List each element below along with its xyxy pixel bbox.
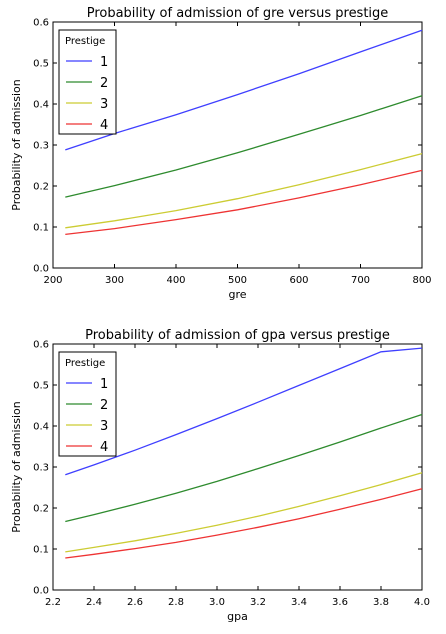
x-tick-label: 3.8 [373, 597, 389, 608]
legend-label-2: 2 [100, 76, 108, 91]
x-tick-label: 300 [105, 275, 124, 286]
y-axis-label: Probability of admission [10, 401, 23, 532]
chart-panel-2: Probability of admission of gpa versus p… [10, 328, 430, 623]
y-tick-label: 0.0 [33, 264, 49, 275]
legend-title: Prestige [65, 358, 105, 369]
legend-label-4: 4 [100, 118, 108, 133]
series-line-1 [65, 29, 423, 151]
legend-label-3: 3 [100, 419, 108, 434]
legend-title: Prestige [65, 36, 105, 47]
series-line-3 [65, 152, 423, 229]
y-tick-label: 0.0 [33, 586, 49, 597]
chart-title: Probability of admission of gpa versus p… [85, 328, 390, 343]
legend-label-2: 2 [100, 398, 108, 413]
legend-label-1: 1 [100, 377, 108, 392]
y-tick-label: 0.3 [33, 141, 49, 152]
x-tick-label: 2.8 [168, 597, 184, 608]
legend-label-3: 3 [100, 97, 108, 112]
y-tick-label: 0.5 [33, 59, 49, 70]
x-tick-label: 400 [166, 275, 185, 286]
x-tick-label: 200 [43, 275, 62, 286]
series-line-2 [65, 413, 423, 523]
legend: Prestige 1 2 3 4 [58, 351, 117, 457]
series-line-2 [65, 95, 423, 198]
y-tick-label: 0.6 [33, 18, 49, 29]
x-tick-label: 600 [289, 275, 308, 286]
y-tick-label: 0.4 [33, 100, 49, 111]
x-tick-label: 3.2 [250, 597, 266, 608]
x-tick-label: 800 [412, 275, 431, 286]
x-tick-label: 3.4 [291, 597, 307, 608]
x-tick-label: 3.0 [209, 597, 225, 608]
x-tick-label: 4.0 [414, 597, 430, 608]
y-tick-label: 0.6 [33, 340, 49, 351]
x-axis-label: gre [228, 288, 246, 301]
legend: Prestige 1 2 3 4 [58, 29, 117, 135]
series-line-4 [65, 488, 423, 559]
legend-label-1: 1 [100, 55, 108, 70]
series-line-4 [65, 169, 423, 236]
y-tick-label: 0.1 [33, 545, 49, 556]
chart-title: Probability of admission of gre versus p… [87, 6, 389, 21]
legend-label-4: 4 [100, 440, 108, 455]
x-tick-label: 2.4 [86, 597, 102, 608]
x-tick-label: 700 [351, 275, 370, 286]
y-tick-label: 0.5 [33, 381, 49, 392]
x-tick-label: 2.6 [127, 597, 143, 608]
chart-panel-1: Probability of admission of gre versus p… [10, 6, 432, 301]
x-axis-label: gpa [227, 610, 248, 623]
y-tick-label: 0.2 [33, 504, 49, 515]
y-tick-label: 0.4 [33, 422, 49, 433]
y-tick-label: 0.1 [33, 223, 49, 234]
series-line-1 [65, 347, 423, 476]
series-line-3 [65, 472, 423, 553]
x-tick-label: 3.6 [332, 597, 348, 608]
x-tick-label: 500 [228, 275, 247, 286]
x-tick-label: 2.2 [45, 597, 61, 608]
y-tick-label: 0.2 [33, 182, 49, 193]
y-tick-label: 0.3 [33, 463, 49, 474]
y-axis-label: Probability of admission [10, 79, 23, 210]
